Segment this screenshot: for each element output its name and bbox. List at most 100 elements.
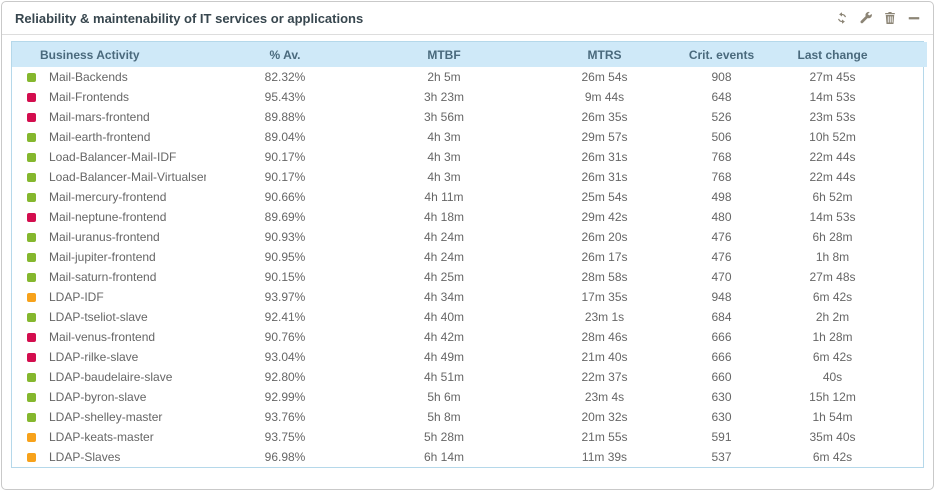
table-row[interactable]: LDAP-rilke-slave 93.04% 4h 49m 21m 40s 6… — [12, 347, 927, 367]
wrench-icon[interactable] — [858, 11, 873, 26]
table-row[interactable]: Mail-uranus-frontend 90.93% 4h 24m 26m 2… — [12, 227, 927, 247]
status-square — [27, 153, 36, 162]
status-square — [27, 373, 36, 382]
availability-cell: 90.15% — [264, 270, 306, 284]
mtbf-cell: 4h 3m — [427, 150, 461, 164]
column-crit-events[interactable]: Crit. events — [688, 47, 755, 62]
last-change-cell: 27m 45s — [809, 70, 856, 84]
mtrs-cell: 21m 40s — [581, 350, 628, 364]
mtbf-cell: 4h 49m — [423, 350, 465, 364]
crit-events-cell: 498 — [711, 190, 732, 204]
column-mtrs[interactable]: MTRS — [587, 47, 622, 62]
table-row[interactable]: LDAP-tseliot-slave 92.41% 4h 40m 23m 1s … — [12, 307, 927, 327]
crit-events-cell: 768 — [711, 170, 732, 184]
last-change-cell: 15h 12m — [809, 390, 856, 404]
status-square — [27, 93, 36, 102]
table-row[interactable]: Mail-saturn-frontend 90.15% 4h 25m 28m 5… — [12, 267, 927, 287]
mtrs-cell: 23m 4s — [584, 390, 625, 404]
mtrs-cell: 9m 44s — [584, 90, 625, 104]
trash-icon[interactable] — [882, 11, 897, 26]
status-square — [27, 113, 36, 122]
mtrs-cell: 26m 35s — [581, 110, 628, 124]
table-row[interactable]: Mail-earth-frontend 89.04% 4h 3m 29m 57s… — [12, 127, 927, 147]
mtrs-cell: 21m 55s — [581, 430, 628, 444]
mtbf-cell: 3h 56m — [423, 110, 465, 124]
panel-titlebar: Reliability & maintenability of IT servi… — [2, 2, 933, 35]
crit-events-cell: 948 — [711, 290, 732, 304]
last-change-cell: 23m 53s — [809, 110, 856, 124]
mtbf-cell: 4h 18m — [423, 210, 465, 224]
availability-cell: 82.32% — [264, 70, 306, 84]
reliability-table: Business Activity % Av. MTBF MTRS Crit. … — [11, 41, 927, 468]
table-row[interactable]: LDAP-Slaves 96.98% 6h 14m 11m 39s 537 6m… — [12, 447, 927, 467]
mtrs-cell: 26m 54s — [581, 70, 628, 84]
column-availability[interactable]: % Av. — [269, 47, 301, 62]
mtbf-cell: 5h 8m — [427, 410, 461, 424]
table-row[interactable]: Mail-mercury-frontend 90.66% 4h 11m 25m … — [12, 187, 927, 207]
table-row[interactable]: LDAP-baudelaire-slave 92.80% 4h 51m 22m … — [12, 367, 927, 387]
table-row[interactable]: Mail-Frontends 95.43% 3h 23m 9m 44s 648 … — [12, 87, 927, 107]
table-row[interactable]: Mail-neptune-frontend 89.69% 4h 18m 29m … — [12, 207, 927, 227]
table-row[interactable]: Load-Balancer-Mail-IDF 90.17% 4h 3m 26m … — [12, 147, 927, 167]
table-row[interactable]: Load-Balancer-Mail-Virtualservice 90.17%… — [12, 167, 927, 187]
table-row[interactable]: LDAP-shelley-master 93.76% 5h 8m 20m 32s… — [12, 407, 927, 427]
table-row[interactable]: Mail-venus-frontend 90.76% 4h 42m 28m 46… — [12, 327, 927, 347]
mtrs-cell: 17m 35s — [581, 290, 628, 304]
refresh-icon[interactable] — [834, 11, 849, 26]
crit-events-cell: 630 — [711, 390, 732, 404]
crit-events-cell: 591 — [711, 430, 732, 444]
crit-events-cell: 666 — [711, 330, 732, 344]
column-business-activity[interactable]: Business Activity — [40, 47, 140, 62]
status-square — [27, 213, 36, 222]
column-mtbf[interactable]: MTBF — [427, 47, 461, 62]
availability-cell: 90.17% — [264, 150, 306, 164]
availability-cell: 95.43% — [264, 90, 306, 104]
last-change-cell: 6m 42s — [812, 450, 853, 464]
table-row[interactable]: Mail-mars-frontend 89.88% 3h 56m 26m 35s… — [12, 107, 927, 127]
availability-cell: 90.93% — [264, 230, 306, 244]
availability-cell: 89.04% — [264, 130, 306, 144]
status-square — [27, 73, 36, 82]
availability-cell: 96.98% — [264, 450, 306, 464]
business-activity-name: Mail-mercury-frontend — [49, 190, 167, 204]
minimize-icon[interactable] — [906, 11, 921, 26]
business-activity-name: Load-Balancer-Mail-Virtualservice — [49, 170, 206, 184]
business-activity-name: Load-Balancer-Mail-IDF — [49, 150, 177, 164]
status-square — [27, 253, 36, 262]
business-activity-name: Mail-neptune-frontend — [49, 210, 167, 224]
last-change-cell: 22m 44s — [809, 170, 856, 184]
last-change-cell: 40s — [822, 370, 843, 384]
last-change-cell: 14m 53s — [809, 210, 856, 224]
last-change-cell: 6h 28m — [812, 230, 853, 244]
business-activity-name: LDAP-tseliot-slave — [49, 310, 148, 324]
availability-cell: 93.04% — [264, 350, 306, 364]
crit-events-cell: 630 — [711, 410, 732, 424]
crit-events-cell: 768 — [711, 150, 732, 164]
table-row[interactable]: LDAP-byron-slave 92.99% 5h 6m 23m 4s 630… — [12, 387, 927, 407]
mtbf-cell: 3h 23m — [423, 90, 465, 104]
table-header-row: Business Activity % Av. MTBF MTRS Crit. … — [12, 42, 927, 67]
mtrs-cell: 26m 20s — [581, 230, 628, 244]
mtbf-cell: 4h 51m — [423, 370, 465, 384]
availability-cell: 90.66% — [264, 190, 306, 204]
mtrs-cell: 28m 58s — [581, 270, 628, 284]
crit-events-cell: 506 — [711, 130, 732, 144]
table-row[interactable]: Mail-jupiter-frontend 90.95% 4h 24m 26m … — [12, 247, 927, 267]
mtbf-cell: 5h 6m — [427, 390, 461, 404]
business-activity-name: LDAP-baudelaire-slave — [49, 370, 173, 384]
table-row[interactable]: LDAP-IDF 93.97% 4h 34m 17m 35s 948 6m 42… — [12, 287, 927, 307]
status-square — [27, 273, 36, 282]
status-square — [27, 293, 36, 302]
status-square — [27, 413, 36, 422]
availability-cell: 90.95% — [264, 250, 306, 264]
status-square — [27, 313, 36, 322]
table-row[interactable]: Mail-Backends 82.32% 2h 5m 26m 54s 908 2… — [12, 67, 927, 87]
business-activity-name: LDAP-Slaves — [49, 450, 121, 464]
last-change-cell: 6h 52m — [812, 190, 853, 204]
crit-events-cell: 684 — [711, 310, 732, 324]
column-last-change[interactable]: Last change — [797, 47, 868, 62]
mtrs-cell: 28m 46s — [581, 330, 628, 344]
business-activity-name: LDAP-IDF — [49, 290, 104, 304]
table-row[interactable]: LDAP-keats-master 93.75% 5h 28m 21m 55s … — [12, 427, 927, 447]
last-change-cell: 10h 52m — [809, 130, 856, 144]
